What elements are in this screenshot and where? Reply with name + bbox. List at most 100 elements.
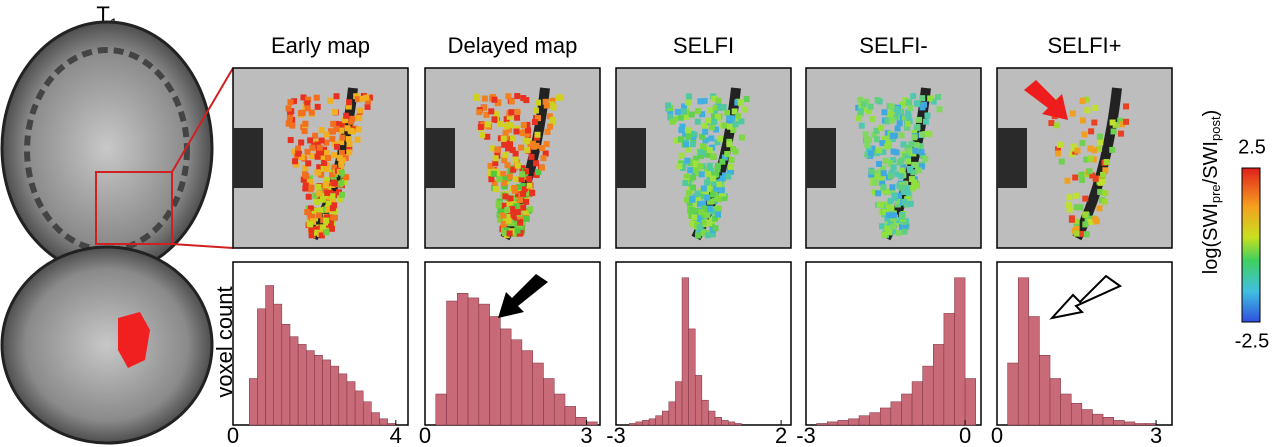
voxel [700,219,707,226]
voxel [734,99,741,106]
voxel [1096,133,1103,140]
panel-title: SELFI- [859,33,927,58]
voxel [474,94,481,101]
voxel [880,170,887,177]
histogram-bar [346,381,356,426]
histogram-bar [1007,362,1019,426]
voxel [889,132,896,139]
voxel [910,169,917,176]
voxel [704,179,711,186]
voxel [515,191,522,198]
histogram-bar [435,393,447,426]
voxel [320,224,327,231]
voxel [316,164,323,171]
voxel [704,151,711,158]
voxel [880,149,887,156]
voxel [331,214,338,221]
voxel [689,195,696,202]
voxel [487,162,494,169]
voxel [904,124,911,131]
voxel [339,157,346,164]
histogram-bar [532,362,544,426]
voxel [922,131,929,138]
voxel [868,150,875,157]
voxel [320,154,327,161]
voxel [338,139,345,146]
voxel [300,176,307,183]
x-tick-label: -3 [606,423,626,447]
histogram-bar [521,350,533,426]
voxel [1118,130,1125,137]
voxel [1092,175,1099,182]
voxel [356,114,363,121]
voxel [522,172,529,179]
voxel [516,187,523,194]
voxel [366,94,373,101]
voxel [878,124,885,131]
voxel [711,118,718,125]
voxel [694,170,701,177]
histogram-bar [1134,423,1146,426]
voxel [721,122,728,129]
voxel [506,141,513,148]
voxel [514,108,521,115]
voxel [886,112,893,119]
voxel [715,205,722,212]
voxel [677,114,684,121]
voxel [682,180,689,187]
voxel [328,225,335,232]
voxel [364,98,371,105]
histogram-bar [943,313,955,426]
voxel [292,158,299,165]
histogram-bar [1060,393,1072,426]
voxel [911,130,918,137]
voxel [507,195,514,202]
histogram-bar [901,393,913,426]
black-arrow [498,274,548,318]
voxel [693,160,700,167]
voxel [696,200,703,207]
voxel [504,162,511,169]
voxel [922,118,929,125]
voxel [514,162,521,169]
voxel [873,136,880,143]
voxel [308,184,315,191]
voxel [490,145,497,152]
colorbar-tick-label: 2.5 [1238,136,1266,158]
voxel [479,132,486,139]
voxel [1070,145,1077,152]
voxel [539,164,546,171]
voxel [1084,107,1091,114]
histogram-bar [635,421,643,426]
voxel [711,197,718,204]
voxel [512,156,519,163]
voxel [331,164,338,171]
voxel [490,170,497,177]
voxel [329,172,336,179]
zoom-line [171,67,234,173]
voxel [721,172,728,179]
voxel [309,213,316,220]
voxel [720,104,727,111]
voxel [935,93,942,100]
voxel [484,133,491,140]
voxel [1087,145,1094,152]
voxel [702,137,709,144]
voxel [1119,121,1126,128]
voxel [1064,177,1071,184]
voxel [302,185,309,192]
voxel [692,167,699,174]
voxel [707,198,714,205]
voxel [889,117,896,124]
voxel [516,196,523,203]
voxel [884,143,891,150]
voxel [717,135,724,142]
histogram-bar [500,328,512,426]
voxel [1074,147,1081,154]
voxel [884,225,891,232]
voxel [1079,140,1086,147]
colorbar-label: log(SWIpre/SWIpost) [1200,110,1223,275]
voxel [515,184,522,191]
voxel [526,182,533,189]
voxel [678,126,685,133]
